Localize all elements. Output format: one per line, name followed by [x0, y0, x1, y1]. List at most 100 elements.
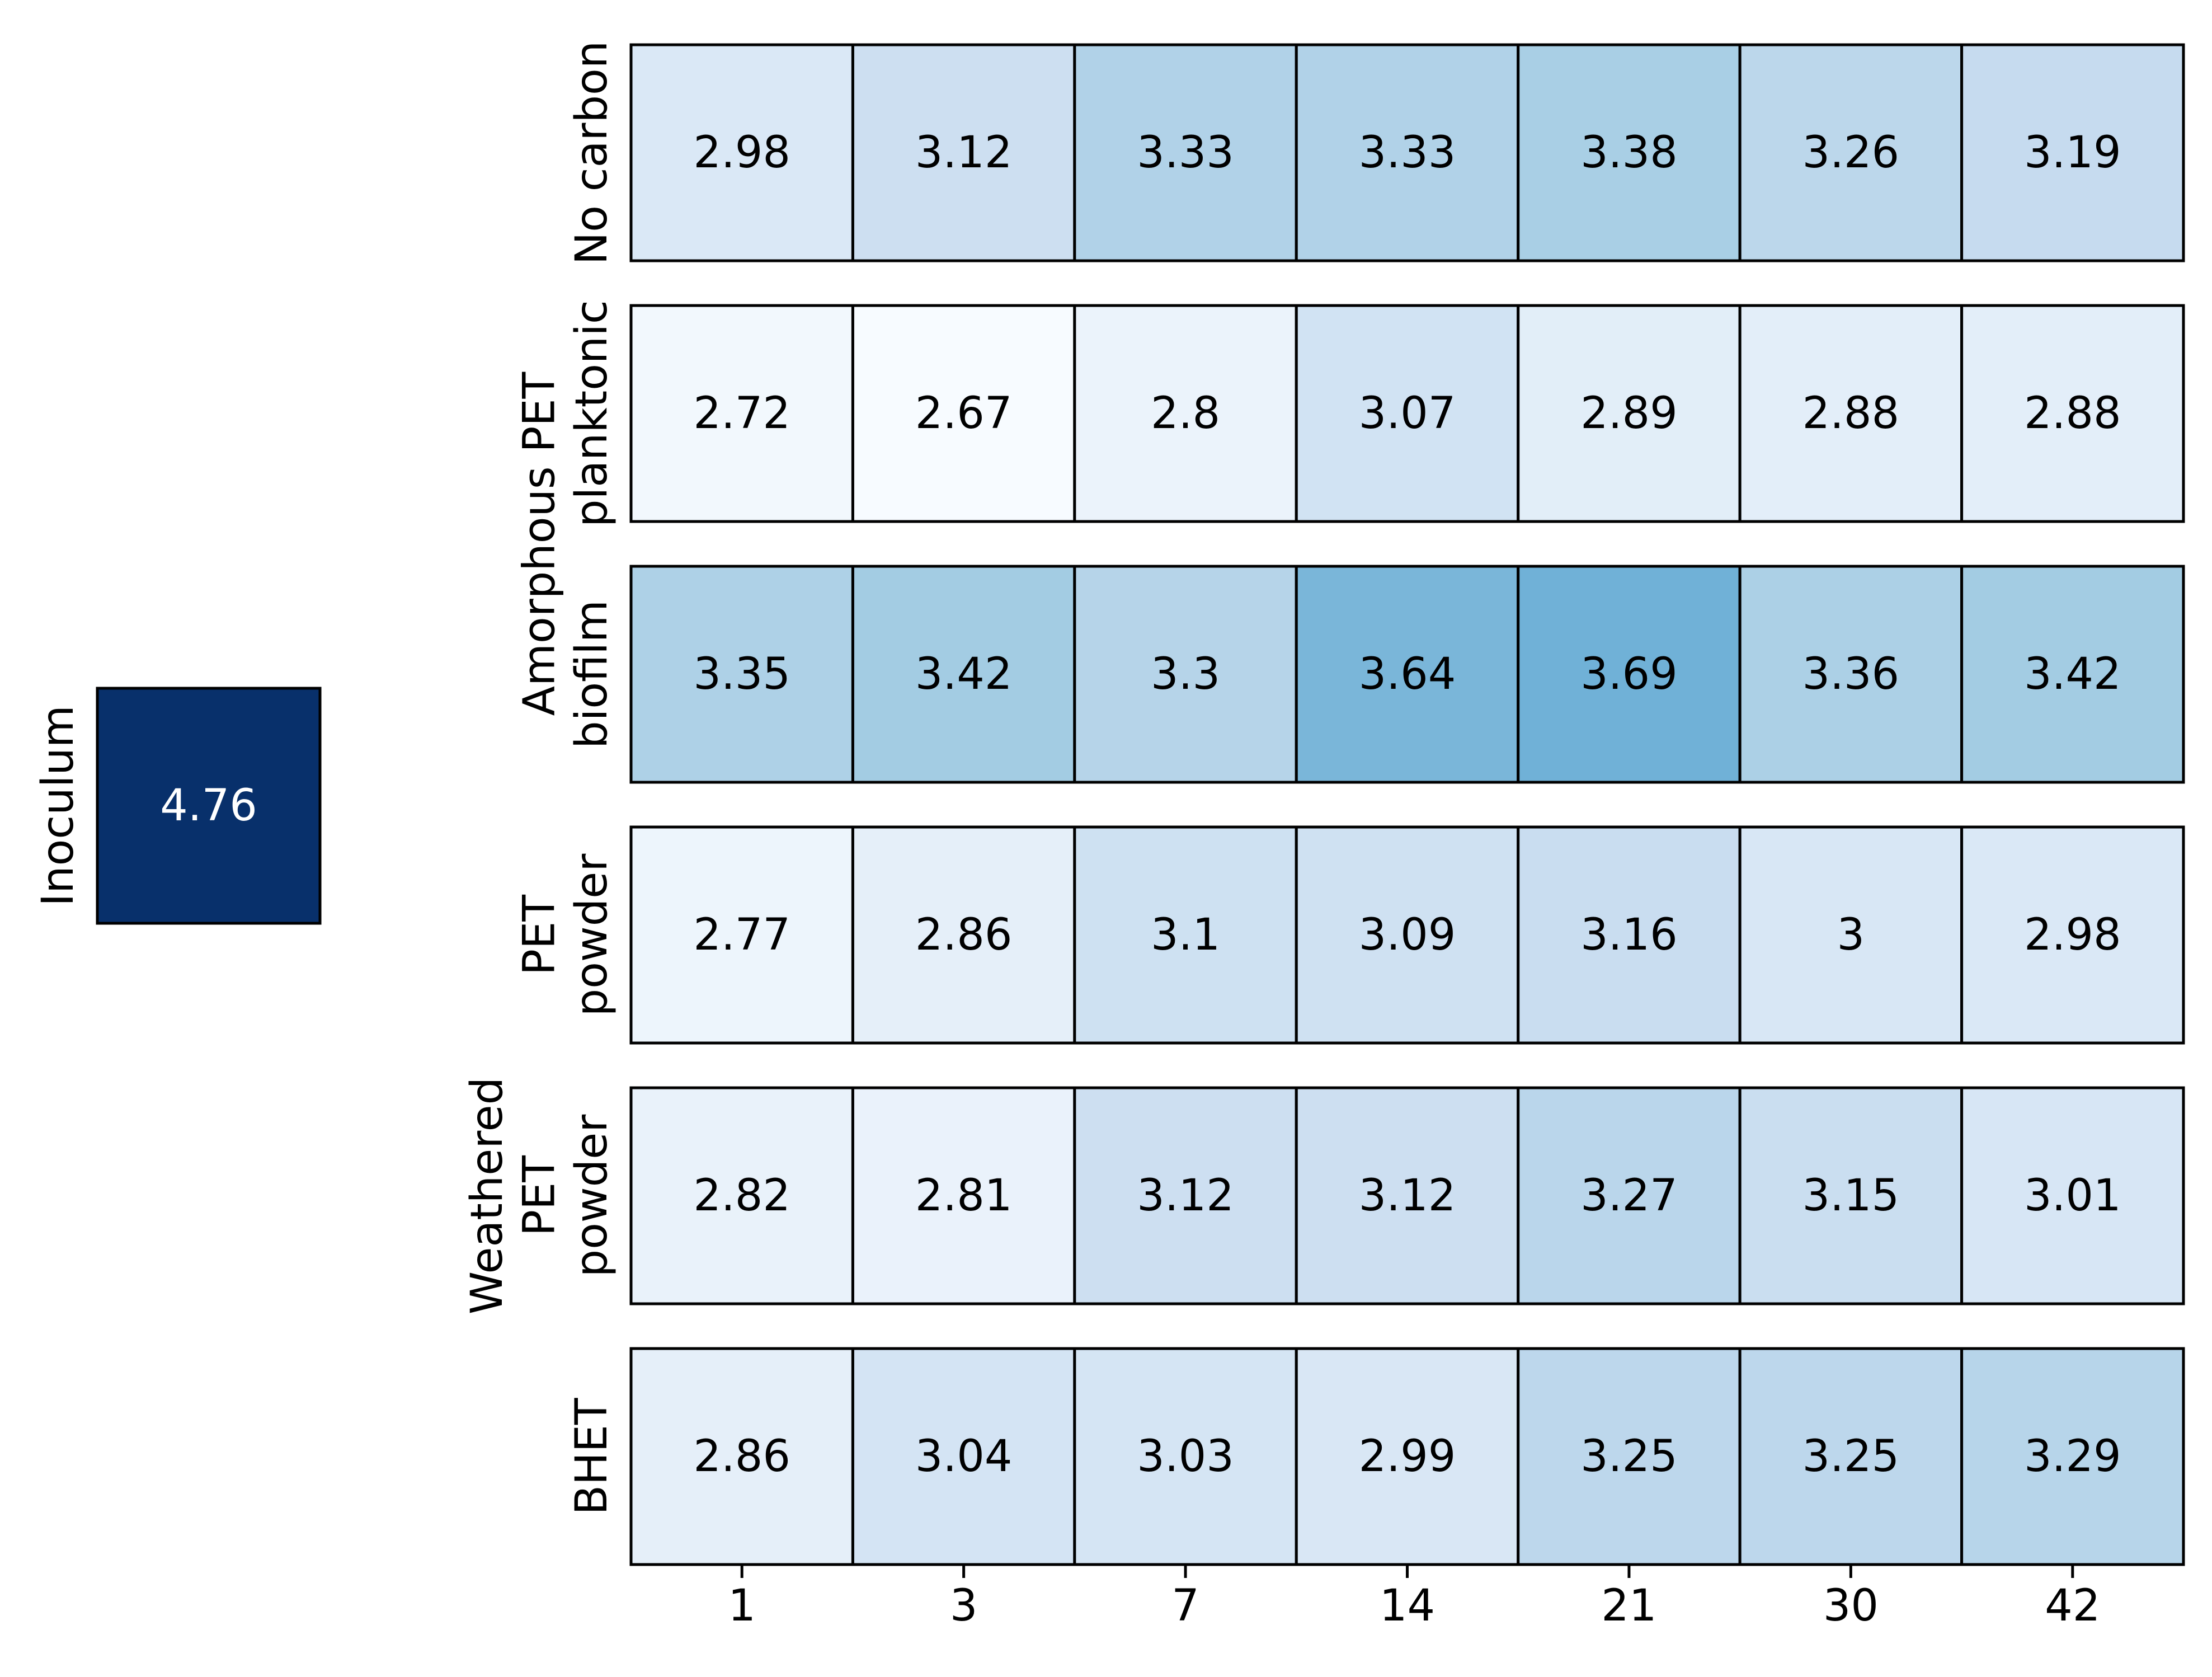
row-label: Weathered [462, 1077, 512, 1314]
cell-value-label: 3.04 [915, 1431, 1013, 1482]
cell-value-label: 3.12 [915, 128, 1013, 178]
heatmap-cell [851, 1347, 1076, 1566]
heatmap-row: 2.72 2.67 2.8 3.07 2.89 2.88 2.88 [629, 304, 2185, 523]
group-label: Amorphous PET [514, 372, 564, 716]
row-label: biofilm [567, 600, 617, 749]
row-label: PET [514, 895, 564, 975]
row-label: No carbon [567, 41, 617, 265]
heatmap-cell [1738, 43, 1964, 262]
inoculum-panel: 4.76 Inoculum [33, 687, 322, 925]
cell-value-label: 3.25 [1580, 1431, 1678, 1482]
heatmap-cell [1738, 565, 1964, 784]
cell-value-label: 3.36 [1802, 649, 1900, 699]
cell-value-label: 3.16 [1580, 910, 1678, 960]
cell-value-label: 3.26 [1802, 128, 1900, 178]
cell-value-label: 3.42 [2024, 649, 2121, 699]
heatmap-cell [1295, 1347, 1520, 1566]
heatmap-cell [1960, 304, 2185, 523]
cell-value-label: 2.89 [1580, 388, 1678, 439]
cell-value-label: 3.27 [1580, 1171, 1678, 1221]
cell-value-label: 3.64 [1359, 649, 1456, 699]
x-tick-label: 1 [728, 1581, 756, 1631]
heatmap-cell [1960, 43, 2185, 262]
cell-value-label: 3.09 [1359, 910, 1456, 960]
row-label: planktonic [567, 300, 617, 527]
x-tick-label: 42 [2045, 1581, 2100, 1631]
inoculum-value-label: 4.76 [160, 781, 257, 831]
cell-value-label: 3.07 [1359, 388, 1456, 439]
cell-value-label: 3.25 [1802, 1431, 1900, 1482]
heatmap-row: 3.35 3.42 3.3 3.64 3.69 3.36 3.42 [629, 565, 2185, 784]
cell-value-label: 3.33 [1359, 128, 1456, 178]
heatmap-cell [1960, 825, 2185, 1045]
cell-value-label: 2.8 [1151, 388, 1220, 439]
heatmap-cell [1960, 565, 2185, 784]
heatmap-cell [1738, 304, 1964, 523]
heatmap-cell [851, 304, 1076, 523]
heatmap-cell [629, 1347, 854, 1566]
cell-value-label: 2.72 [693, 388, 790, 439]
cell-value-label: 2.82 [693, 1171, 790, 1221]
heatmap-cells: 2.98 3.12 3.33 3.33 3.38 3.26 3.192.72 2.67 2.8 3… [629, 43, 2185, 1566]
heatmap-row: 2.86 3.04 3.03 2.99 3.25 3.25 3.29 [629, 1347, 2185, 1566]
heatmap-cell [851, 565, 1076, 784]
x-tick-label: 30 [1823, 1581, 1879, 1631]
cell-value-label: 3.12 [1137, 1171, 1234, 1221]
cell-value-label: 2.98 [2024, 910, 2121, 960]
inoculum-label: Inoculum [33, 705, 83, 906]
cell-value-label: 2.98 [693, 128, 790, 178]
cell-value-label: 2.88 [2024, 388, 2121, 439]
cell-value-label: 2.77 [693, 910, 790, 960]
inoculum-cell [96, 687, 322, 925]
cell-value-label: 2.99 [1359, 1431, 1456, 1482]
heatmap-cell [629, 304, 854, 523]
heatmap-cell [1073, 565, 1298, 784]
cell-value-label: 2.86 [915, 910, 1013, 960]
cell-value-label: 3.03 [1137, 1431, 1234, 1482]
row-label: powder [567, 1114, 617, 1277]
heatmap-cell [629, 825, 854, 1045]
x-axis: 1 3 7 14 21 30 42 [728, 1565, 2100, 1631]
heatmap-cell [1073, 304, 1298, 523]
cell-value-label: 3.69 [1580, 649, 1678, 699]
heatmap-row: 2.77 2.86 3.1 3.09 3.16 3 2.98 [629, 825, 2185, 1045]
x-tick-label: 7 [1171, 1581, 1199, 1631]
cell-value-label: 2.81 [915, 1171, 1013, 1221]
cell-value-label: 3.3 [1151, 649, 1220, 699]
cell-value-label: 3.42 [915, 649, 1013, 699]
cell-value-label: 3.35 [693, 649, 790, 699]
cell-value-label: 3.1 [1151, 910, 1220, 960]
cell-value-label: 3.15 [1802, 1171, 1900, 1221]
cell-value-label: 2.86 [693, 1431, 790, 1482]
heatmap-cell [1517, 565, 1742, 784]
heatmap-cell [851, 825, 1076, 1045]
cell-value-label: 2.67 [915, 388, 1013, 439]
cell-value-label: 3.12 [1359, 1171, 1456, 1221]
heatmap-cell [629, 1086, 854, 1305]
row-label: BHET [567, 1398, 617, 1515]
heatmap-cell [1517, 43, 1742, 262]
heatmap-cell [629, 43, 854, 262]
cell-value-label: 2.88 [1802, 388, 1900, 439]
heatmap-cell [1738, 825, 1964, 1045]
heatmap-row: 2.98 3.12 3.33 3.33 3.38 3.26 3.19 [629, 43, 2185, 262]
heatmap-cell [1073, 43, 1298, 262]
x-tick-label: 21 [1601, 1581, 1656, 1631]
cell-value-label: 3.29 [2024, 1431, 2121, 1482]
heatmap-cell [1073, 1086, 1298, 1305]
cell-value-label: 3 [1837, 910, 1865, 960]
x-tick-label: 3 [950, 1581, 978, 1631]
row-label: powder [567, 853, 617, 1017]
cell-value-label: 3.19 [2024, 128, 2121, 178]
heatmap-cell [1295, 565, 1520, 784]
row-label: PET [514, 1155, 564, 1236]
heatmap-cell [1295, 43, 1520, 262]
heatmap-cell [1517, 304, 1742, 523]
cell-value-label: 3.38 [1580, 128, 1678, 178]
heatmap-cell [1960, 1347, 2185, 1566]
heatmap-cell [1517, 1347, 1742, 1566]
heatmap-row: 2.82 2.81 3.12 3.12 3.27 3.15 3.01 [629, 1086, 2185, 1305]
heatmap-cell [1960, 1086, 2185, 1305]
